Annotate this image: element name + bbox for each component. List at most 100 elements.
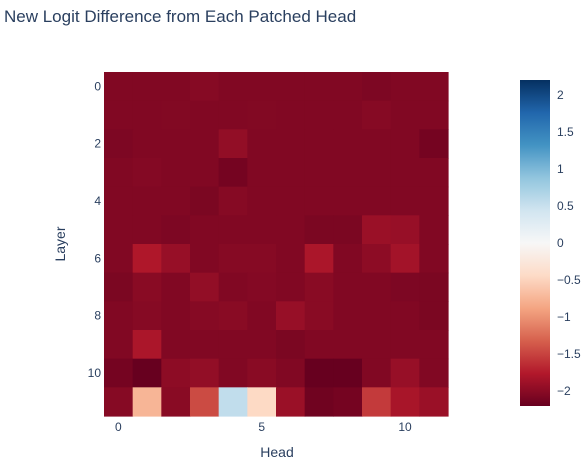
heatmap-cell-l6-h1 (132, 244, 162, 274)
heatmap-cell-l7-h11 (419, 272, 449, 302)
heatmap-cell-l9-h11 (419, 330, 449, 360)
heatmap-cell-l11-h9 (362, 387, 392, 417)
heatmap-cell-l10-h4 (218, 358, 248, 388)
heatmap-cell-l11-h6 (276, 387, 306, 417)
heatmap-cell-l10-h2 (161, 358, 191, 388)
colorbar-tick-label: 0.5 (557, 199, 574, 213)
heatmap-cell-l3-h1 (132, 158, 162, 188)
heatmap-cell-l2-h10 (390, 129, 420, 159)
heatmap-cell-l3-h6 (276, 158, 306, 188)
y-tick-label: 10 (88, 366, 102, 380)
heatmap-cell-l10-h7 (304, 358, 334, 388)
heatmap-cell-l9-h10 (390, 330, 420, 360)
heatmap-cell-l1-h2 (161, 100, 191, 130)
heatmap-cell-l1-h6 (276, 100, 306, 130)
heatmap-cell-l8-h4 (218, 301, 248, 331)
heatmap-cell-l7-h10 (390, 272, 420, 302)
heatmap-cell-l1-h7 (304, 100, 334, 130)
heatmap-cell-l6-h3 (190, 244, 220, 274)
heatmap-cell-l11-h4 (218, 387, 248, 417)
heatmap-cell-l9-h8 (333, 330, 363, 360)
y-axis-ticks: 0 2 4 6 8 10 (88, 79, 102, 380)
heatmap-cell-l0-h4 (218, 72, 248, 102)
heatmap-cell-l8-h5 (247, 301, 277, 331)
heatmap-cell-l7-h2 (161, 272, 191, 302)
heatmap-cell-l5-h9 (362, 215, 392, 245)
x-tick-label: 0 (115, 420, 122, 434)
heatmap-cell-l5-h5 (247, 215, 277, 245)
heatmap-cell-l9-h0 (104, 330, 134, 360)
heatmap-cell-l6-h2 (161, 244, 191, 274)
heatmap-cell-l2-h9 (362, 129, 392, 159)
heatmap-cell-l0-h11 (419, 72, 449, 102)
heatmap-cell-l11-h3 (190, 387, 220, 417)
heatmap-cell-l7-h4 (218, 272, 248, 302)
heatmap-cell-l0-h7 (304, 72, 334, 102)
heatmap-cell-l2-h0 (104, 129, 134, 159)
y-tick-label: 0 (94, 79, 101, 93)
heatmap-cell-l3-h9 (362, 158, 392, 188)
y-axis-title: Layer (52, 226, 68, 261)
heatmap-cell-l9-h3 (190, 330, 220, 360)
heatmap-cell-l3-h8 (333, 158, 363, 188)
heatmap-cell-l6-h8 (333, 244, 363, 274)
heatmap-cell-l3-h11 (419, 158, 449, 188)
heatmap-cell-l2-h11 (419, 129, 449, 159)
heatmap-cell-l11-h11 (419, 387, 449, 417)
heatmap-cell-l2-h5 (247, 129, 277, 159)
heatmap-cell-l11-h1 (132, 387, 162, 417)
heatmap-cell-l9-h6 (276, 330, 306, 360)
colorbar-tick-label: 0 (557, 236, 564, 250)
heatmap-cell-l0-h10 (390, 72, 420, 102)
heatmap-cell-l8-h11 (419, 301, 449, 331)
heatmap-cell-l5-h10 (390, 215, 420, 245)
heatmap-cell-l3-h7 (304, 158, 334, 188)
heatmap-cell-l11-h0 (104, 387, 134, 417)
heatmap-cell-l5-h3 (190, 215, 220, 245)
heatmap-cell-l10-h1 (132, 358, 162, 388)
heatmap-cell-l3-h3 (190, 158, 220, 188)
heatmap-cell-l4-h10 (390, 186, 420, 216)
heatmap-cell-l10-h0 (104, 358, 134, 388)
heatmap-cell-l0-h2 (161, 72, 191, 102)
heatmap-cell-l9-h7 (304, 330, 334, 360)
heatmap-cell-l9-h4 (218, 330, 248, 360)
colorbar (520, 80, 550, 406)
heatmap-cell-l10-h10 (390, 358, 420, 388)
heatmap-cell-l8-h7 (304, 301, 334, 331)
heatmap-cell-l2-h3 (190, 129, 220, 159)
heatmap-cell-l2-h7 (304, 129, 334, 159)
heatmap-cell-l10-h8 (333, 358, 363, 388)
heatmap-cell-l0-h6 (276, 72, 306, 102)
heatmap-cell-l6-h7 (304, 244, 334, 274)
heatmap-cell-l11-h8 (333, 387, 363, 417)
heatmap-cell-l11-h2 (161, 387, 191, 417)
chart-title: New Logit Difference from Each Patched H… (4, 7, 356, 26)
heatmap-cell-l10-h5 (247, 358, 277, 388)
y-tick-label: 6 (94, 251, 101, 265)
x-axis-title: Head (260, 444, 293, 460)
heatmap-cell-l0-h1 (132, 72, 162, 102)
x-tick-label: 10 (398, 420, 412, 434)
heatmap-cell-l7-h5 (247, 272, 277, 302)
colorbar-tick-label: 1 (557, 162, 564, 176)
heatmap-cell-l4-h5 (247, 186, 277, 216)
heatmap-cell-l0-h5 (247, 72, 277, 102)
x-tick-label: 5 (258, 420, 265, 434)
heatmap-cell-l7-h0 (104, 272, 134, 302)
heatmap-cell-l0-h8 (333, 72, 363, 102)
heatmap-cell-l1-h5 (247, 100, 277, 130)
heatmap-cell-l7-h8 (333, 272, 363, 302)
colorbar-tick-label: −1 (557, 310, 571, 324)
heatmap-cell-l6-h0 (104, 244, 134, 274)
colorbar-tick-label: 2 (557, 88, 564, 102)
heatmap-cell-l1-h11 (419, 100, 449, 130)
heatmap-cell-l9-h2 (161, 330, 191, 360)
heatmap-cell-l7-h6 (276, 272, 306, 302)
heatmap-cell-l2-h1 (132, 129, 162, 159)
heatmap-cell-l1-h10 (390, 100, 420, 130)
heatmap-cell-l3-h5 (247, 158, 277, 188)
heatmap-cell-l7-h9 (362, 272, 392, 302)
y-tick-label: 8 (94, 309, 101, 323)
heatmap-cell-l3-h4 (218, 158, 248, 188)
